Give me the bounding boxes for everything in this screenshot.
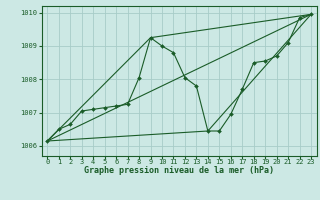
X-axis label: Graphe pression niveau de la mer (hPa): Graphe pression niveau de la mer (hPa) — [84, 166, 274, 175]
